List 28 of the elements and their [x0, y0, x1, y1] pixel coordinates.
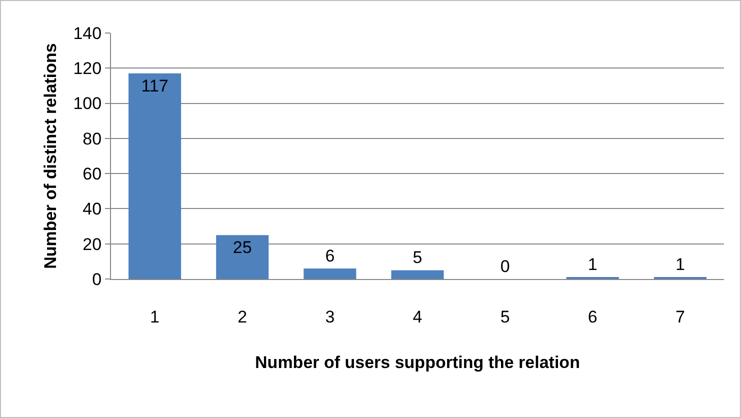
y-tick-label: 60: [82, 164, 102, 184]
bar: [128, 73, 182, 279]
y-tick-label: 140: [73, 24, 102, 43]
data-label: 1: [588, 255, 598, 274]
data-label: 0: [500, 257, 510, 276]
data-label: 1: [675, 255, 685, 274]
data-label: 117: [141, 76, 168, 96]
y-tick-label: 40: [82, 200, 102, 219]
x-tick-label: 2: [238, 307, 248, 326]
data-label: 5: [412, 248, 422, 268]
y-axis-title: Number of distinct relations: [40, 43, 60, 269]
bar: [304, 268, 356, 279]
data-label: 6: [325, 246, 335, 266]
x-tick-label: 7: [675, 307, 685, 326]
x-tick-label: 6: [588, 307, 598, 326]
x-tick-label: 5: [500, 307, 510, 326]
y-tick-label: 0: [92, 270, 102, 289]
data-label: 25: [232, 238, 252, 258]
y-tick-label: 100: [73, 94, 102, 114]
x-axis-title: Number of users supporting the relation: [255, 352, 580, 372]
x-tick-label: 4: [412, 307, 422, 326]
bar: [216, 235, 269, 279]
y-tick-label: 20: [82, 234, 102, 254]
x-tick-label: 1: [150, 307, 160, 326]
x-tick-label: 3: [325, 307, 335, 326]
y-tick-label: 80: [82, 129, 102, 148]
bar: [391, 270, 444, 279]
y-tick-label: 120: [73, 59, 102, 78]
